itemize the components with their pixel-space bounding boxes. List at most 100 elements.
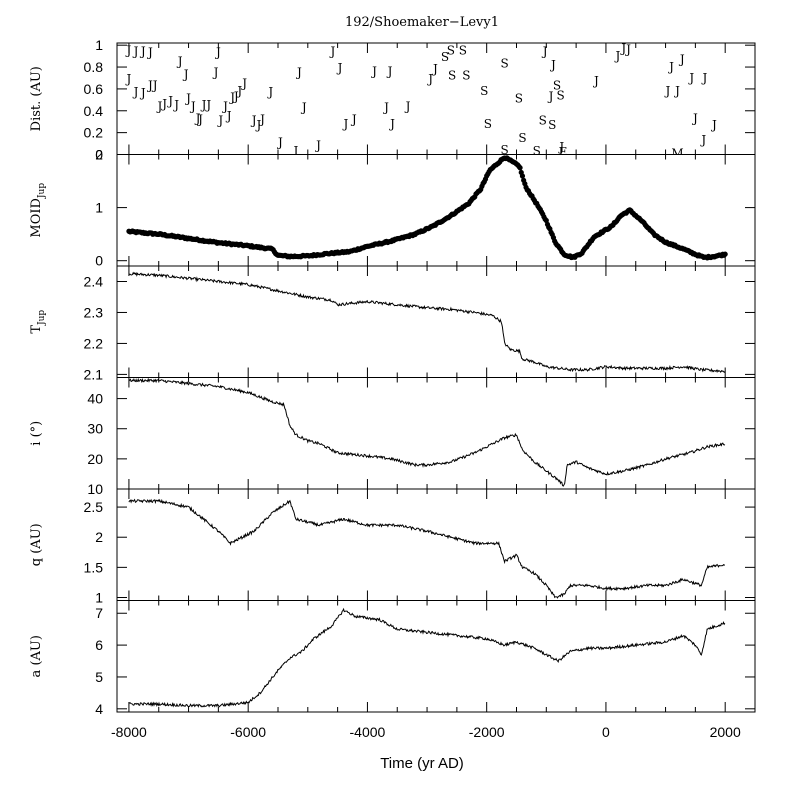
encounter-marker: J bbox=[228, 91, 235, 105]
encounter-marker: J bbox=[687, 71, 694, 85]
encounter-marker: J bbox=[151, 79, 158, 93]
data-layer bbox=[126, 155, 728, 261]
y-tick-label: 0 bbox=[95, 147, 103, 163]
data-layer bbox=[128, 271, 726, 374]
encounter-marker: J bbox=[314, 139, 321, 153]
data-layer bbox=[128, 377, 726, 487]
y-tick-label: 2.5 bbox=[84, 499, 104, 515]
panel-frame bbox=[116, 488, 756, 601]
encounter-marker: J bbox=[139, 45, 146, 59]
encounter-marker: S bbox=[557, 88, 565, 102]
encounter-marker: M bbox=[671, 146, 683, 160]
y-tick-label: 6 bbox=[95, 637, 103, 653]
y-tick-label: 2 bbox=[95, 147, 103, 163]
encounter-marker: J bbox=[132, 85, 139, 99]
panel-semimajor: 4 5 6 7 a (AU) bbox=[29, 600, 756, 717]
encounter-marker: J bbox=[212, 65, 219, 79]
encounter-marker: J bbox=[200, 98, 207, 112]
y-tick-label: 5 bbox=[95, 669, 103, 685]
encounter-marker: S bbox=[448, 69, 456, 83]
encounter-marker: J bbox=[350, 112, 357, 126]
y-tick-label: 10 bbox=[87, 481, 103, 497]
encounter-marker: J bbox=[255, 118, 262, 132]
y-axis-label: Dist. (AU) bbox=[29, 66, 44, 131]
encounter-marker: J bbox=[232, 89, 239, 103]
encounter-marker: J bbox=[426, 72, 433, 86]
encounter-marker: J bbox=[221, 99, 228, 113]
panel-frame bbox=[116, 377, 756, 490]
x-axis-label: Time (yr AD) bbox=[380, 755, 464, 772]
y-tick-label: 2.2 bbox=[84, 335, 104, 351]
encounter-marker: J bbox=[664, 84, 671, 98]
y-tick-label: 0.4 bbox=[84, 103, 104, 119]
encounter-marker: J bbox=[404, 99, 411, 113]
encounter-marker: S bbox=[462, 69, 470, 83]
encounter-marker: J bbox=[189, 99, 196, 113]
encounter-marker: S bbox=[500, 57, 508, 71]
encounter-marker: J bbox=[166, 94, 173, 108]
x-tick-label: -2000 bbox=[469, 724, 505, 740]
y-tick-label: 2.4 bbox=[84, 273, 104, 289]
series-line-inclination bbox=[128, 377, 726, 487]
encounter-marker: J bbox=[342, 117, 349, 131]
data-layer bbox=[128, 498, 726, 599]
encounter-marker: J bbox=[382, 100, 389, 114]
encounter-marker: J bbox=[266, 85, 273, 99]
encounter-marker: S bbox=[459, 44, 467, 58]
encounter-marker: J bbox=[592, 74, 599, 88]
encounter-marker: J bbox=[156, 99, 163, 113]
encounter-marker: J bbox=[125, 44, 132, 58]
encounter-marker: J bbox=[204, 98, 211, 112]
panel-frame bbox=[116, 265, 756, 378]
encounter-marker: S bbox=[518, 131, 526, 145]
y-tick-label: 0.8 bbox=[84, 59, 104, 75]
encounter-marker: J bbox=[619, 41, 626, 55]
y-axis-label: q (AU) bbox=[29, 523, 44, 566]
encounter-marker: J bbox=[172, 98, 179, 112]
encounter-marker: J bbox=[184, 92, 191, 106]
y-tick-label: 2.1 bbox=[84, 366, 104, 382]
encounter-marker: J bbox=[678, 52, 685, 66]
encounter-marker: J bbox=[214, 46, 221, 60]
encounter-marker: J bbox=[328, 45, 335, 59]
encounter-marker: J bbox=[431, 62, 438, 76]
y-tick-label: 4 bbox=[95, 701, 103, 717]
y-axis-label: i (°) bbox=[29, 421, 44, 446]
moid-point bbox=[519, 173, 526, 179]
series-line-semimajor bbox=[128, 607, 726, 708]
encounter-marker: J bbox=[370, 64, 377, 78]
figure-title: 192/Shoemaker−Levy1 bbox=[345, 15, 499, 30]
encounter-marker: S bbox=[500, 143, 508, 157]
encounter-marker: J bbox=[182, 68, 189, 82]
y-tick-label: 20 bbox=[87, 451, 103, 467]
encounter-marker: J bbox=[388, 117, 395, 131]
y-tick-label: 2.3 bbox=[84, 304, 104, 320]
panel-frame bbox=[116, 600, 756, 713]
encounter-marker: J bbox=[194, 111, 201, 125]
encounter-marker: J bbox=[613, 49, 620, 63]
moid-point bbox=[517, 165, 523, 171]
y-tick-label: 0.2 bbox=[84, 125, 104, 141]
encounter-marker: J bbox=[701, 71, 708, 85]
encounter-marker: J bbox=[336, 61, 343, 75]
encounter-marker: J bbox=[216, 114, 223, 128]
encounter-marker: J bbox=[624, 42, 631, 56]
y-axis-label: TJup bbox=[29, 310, 47, 334]
y-tick-label: 1 bbox=[95, 589, 103, 605]
encounter-marker: S bbox=[548, 118, 556, 132]
panel-perihelion: 1 1.5 2 2.5 q (AU) bbox=[29, 488, 756, 605]
encounter-marker: J bbox=[258, 112, 265, 126]
encounter-marker: S bbox=[480, 84, 488, 98]
encounter-marker: J bbox=[547, 89, 554, 103]
encounter-marker: J bbox=[176, 54, 183, 68]
panel-moid: 0 1 2 MOIDJup bbox=[29, 147, 756, 269]
panel-frame bbox=[116, 154, 756, 267]
x-tick-label: -8000 bbox=[111, 724, 147, 740]
panel-frame bbox=[116, 42, 756, 155]
encounter-marker: J bbox=[667, 60, 674, 74]
encounter-marker: S bbox=[553, 79, 561, 93]
encounter-marker: J bbox=[132, 45, 139, 59]
panel-tisserand: 2.1 2.2 2.3 2.4 TJup bbox=[29, 265, 756, 382]
